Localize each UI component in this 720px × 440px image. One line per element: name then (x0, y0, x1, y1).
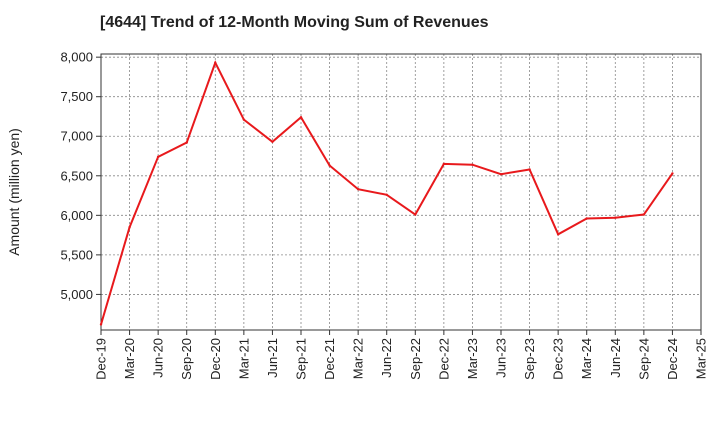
x-tick-label: Mar-21 (236, 338, 251, 379)
data-point (414, 213, 417, 216)
data-point (271, 140, 274, 143)
x-tick-label: Dec-24 (665, 338, 680, 380)
x-tick-label: Sep-24 (636, 338, 651, 380)
x-tick-label: Mar-24 (579, 338, 594, 379)
x-tick-label: Mar-20 (122, 338, 137, 379)
x-axis-ticks: Dec-19 Mar-20 Jun-20 Sep-20 Dec-20 Mar-21 Jun-… (94, 330, 709, 380)
x-tick-label: Jun-21 (265, 338, 280, 378)
data-point (214, 61, 217, 64)
x-tick-label: Mar-25 (694, 338, 709, 379)
x-tick-label: Dec-19 (94, 338, 109, 380)
x-tick-label: Dec-23 (551, 338, 566, 380)
y-axis-label: Amount (million yen) (6, 128, 22, 256)
x-tick-label: Sep-22 (408, 338, 423, 380)
y-axis-ticks: 5,000 5,500 6,000 6,500 7,000 7,500 8,000 (60, 50, 101, 302)
data-point (299, 116, 303, 119)
data-point (442, 162, 446, 166)
data-point (614, 216, 617, 219)
x-tick-label: Jun-20 (151, 338, 166, 378)
x-tick-label: Sep-21 (294, 338, 309, 380)
data-point (128, 225, 131, 229)
x-tick-label: Jun-24 (608, 338, 623, 378)
y-tick-label: 6,000 (60, 208, 93, 223)
chart-title: [4644] Trend of 12-Month Moving Sum of R… (100, 14, 489, 31)
data-point (356, 188, 360, 191)
data-point (99, 323, 103, 326)
x-tick-label: Jun-23 (494, 338, 509, 378)
plot-area-frame (100, 53, 702, 331)
grid (100, 54, 702, 330)
data-point (499, 173, 503, 176)
data-point (328, 164, 331, 167)
y-tick-label: 7,500 (60, 89, 93, 104)
series (99, 60, 674, 326)
x-tick-label: Dec-20 (208, 338, 223, 380)
x-tick-label: Sep-20 (179, 338, 194, 380)
x-tick-label: Jun-22 (379, 338, 394, 378)
data-point (642, 213, 646, 216)
data-point (385, 193, 388, 196)
x-tick-label: Dec-22 (436, 338, 451, 380)
data-point (585, 217, 588, 220)
data-point (556, 233, 560, 236)
x-tick-label: Sep-23 (522, 338, 537, 380)
y-tick-label: 5,000 (60, 287, 93, 302)
y-tick-label: 8,000 (60, 50, 93, 65)
data-point (671, 172, 674, 175)
y-tick-label: 7,000 (60, 129, 93, 144)
y-tick-label: 5,500 (60, 247, 93, 262)
data-point (528, 168, 531, 171)
x-tick-label: Mar-23 (465, 338, 480, 379)
y-tick-label: 6,500 (60, 168, 93, 183)
x-tick-label: Mar-22 (351, 338, 366, 379)
data-point (185, 141, 188, 144)
data-point (242, 118, 246, 121)
data-point (156, 155, 160, 159)
data-point (471, 163, 474, 166)
x-tick-label: Dec-21 (322, 338, 337, 380)
